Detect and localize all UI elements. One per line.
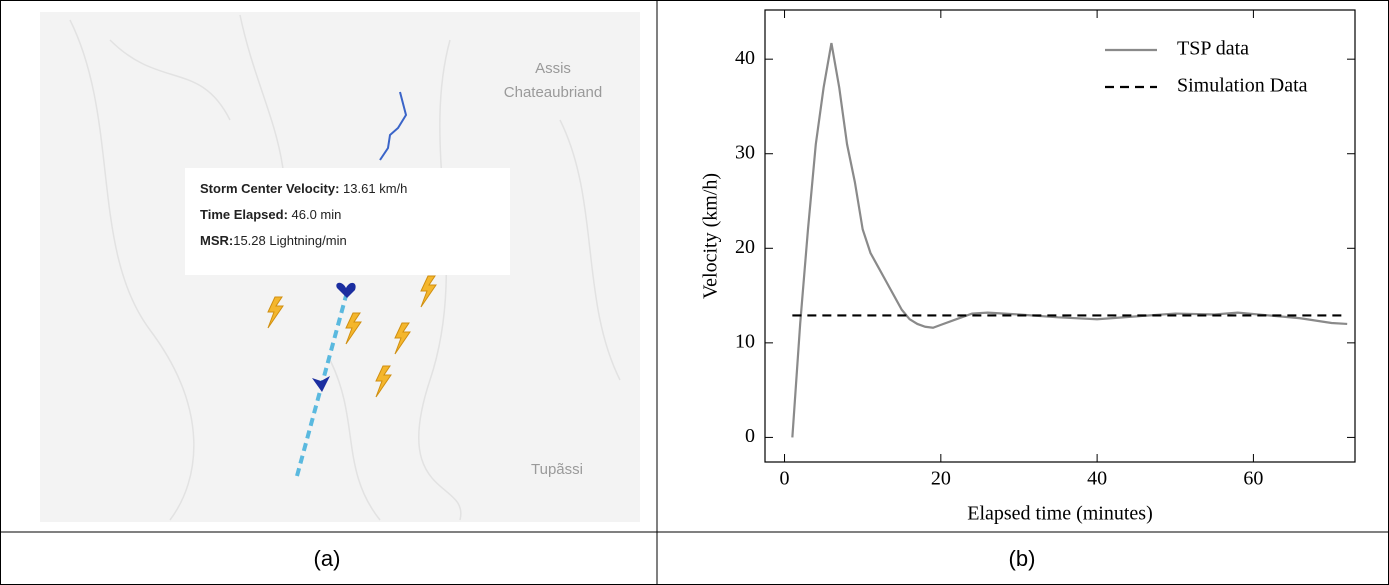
tooltip-row: Storm Center Velocity: 13.61 km/h: [200, 181, 407, 196]
tooltip-label: Storm Center Velocity:: [200, 181, 339, 196]
tooltip-row: Time Elapsed: 46.0 min: [200, 207, 341, 222]
x-tick-label: 40: [1087, 468, 1107, 490]
y-tick-label: 20: [735, 236, 755, 258]
tooltip-row: MSR:15.28 Lightning/min: [200, 233, 347, 248]
caption: (a): [314, 546, 341, 571]
y-tick-label: 30: [735, 141, 755, 163]
y-tick-label: 10: [735, 330, 755, 352]
tooltip-label: Time Elapsed:: [200, 207, 288, 222]
place-label: Chateaubriand: [504, 84, 602, 101]
tooltip-value: 13.61 km/h: [339, 181, 407, 196]
place-label: Tupãssi: [531, 461, 583, 478]
map: Assis Chateaubriand Tupãssi Storm Center…: [40, 12, 640, 522]
x-tick-label: 0: [780, 468, 790, 490]
caption: (b): [1009, 546, 1036, 571]
tooltip-label: MSR:: [200, 233, 233, 248]
x-axis-label: Elapsed time (minutes): [967, 503, 1153, 525]
tooltip-value: 46.0 min: [288, 207, 341, 222]
x-tick-label: 60: [1243, 468, 1263, 490]
legend-label: TSP data: [1177, 38, 1249, 60]
legend-label: Simulation Data: [1177, 75, 1308, 97]
tooltip-value: 15.28 Lightning/min: [233, 233, 346, 248]
y-axis-label: Velocity (km/h): [700, 173, 722, 299]
figure: (a) (b) Assis Chateaubriand Tupãssi Stor…: [0, 0, 1389, 585]
y-tick-label: 40: [735, 47, 755, 69]
x-tick-label: 20: [931, 468, 951, 490]
y-tick-label: 0: [745, 425, 755, 447]
place-label: Assis: [535, 60, 571, 77]
